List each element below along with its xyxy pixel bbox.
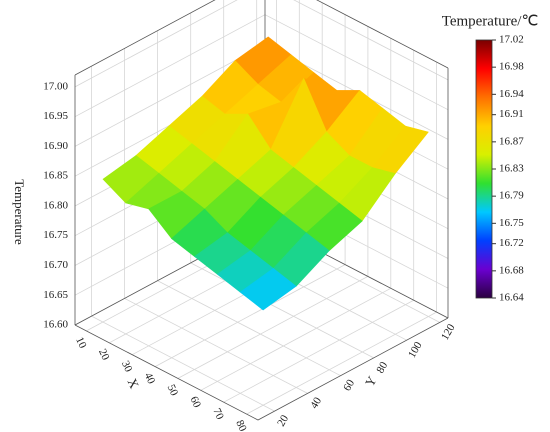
z-tick-label: 16.90 [43,140,68,152]
y-tick-label: 80 [374,359,390,375]
x-tick-label: 20 [96,347,112,362]
z-axis-title: Temperature [12,179,27,245]
colorbar-tick-label: 17.02 [499,34,524,46]
y-axis-title: Y [362,373,380,389]
z-tick-label: 17.00 [43,80,68,92]
z-tick-label: 16.60 [43,319,68,331]
surface [102,36,429,311]
colorbar-tick-label: 16.98 [499,61,524,73]
y-tick-label: 40 [308,395,324,411]
colorbar-tick-label: 16.94 [499,88,524,100]
y-tick-label: 60 [341,377,357,393]
z-tick-label: 16.85 [43,170,68,182]
z-tick-label: 16.80 [43,199,68,211]
z-tick-label: 16.95 [43,110,68,122]
colorbar-title: Temperature/℃ [442,13,539,29]
box-edge [74,0,449,76]
x-tick-label: 80 [233,418,249,432]
colorbar-tick-label: 16.83 [499,163,524,175]
y-tick-label: 100 [406,339,425,360]
surface-cell [239,268,297,311]
y-tick-label: 120 [439,322,458,343]
x-tick-label: 50 [165,383,181,398]
z-grid-line [74,0,449,88]
colorbar-tick-label: 16.72 [499,237,524,249]
x-tick-label: 40 [142,371,158,386]
x-tick-label: 70 [210,406,226,421]
colorbar-tick-label: 16.91 [499,108,524,120]
x-tick-label: 60 [187,395,203,410]
y-tick-label: 20 [275,413,291,429]
colorbar-tick-label: 16.87 [499,135,524,147]
x-tick-label: 30 [119,359,135,374]
colorbar-tick-label: 16.75 [499,217,524,229]
z-tick-label: 16.70 [43,259,68,271]
colorbar-tick-label: 16.64 [499,292,524,304]
colorbar [475,39,493,299]
x-tick-label: 10 [73,335,89,350]
colorbar-tick-label: 16.79 [499,190,524,202]
colorbar-tick-label: 16.68 [499,264,524,276]
z-tick-label: 16.65 [43,289,68,301]
box-edge [74,317,449,421]
z-tick-label: 16.75 [43,229,68,241]
x-axis-title: X [125,376,143,391]
frame: 16.60 16.65 16.70 16.75 16.80 16.85 16.90 16.95… [43,0,458,432]
